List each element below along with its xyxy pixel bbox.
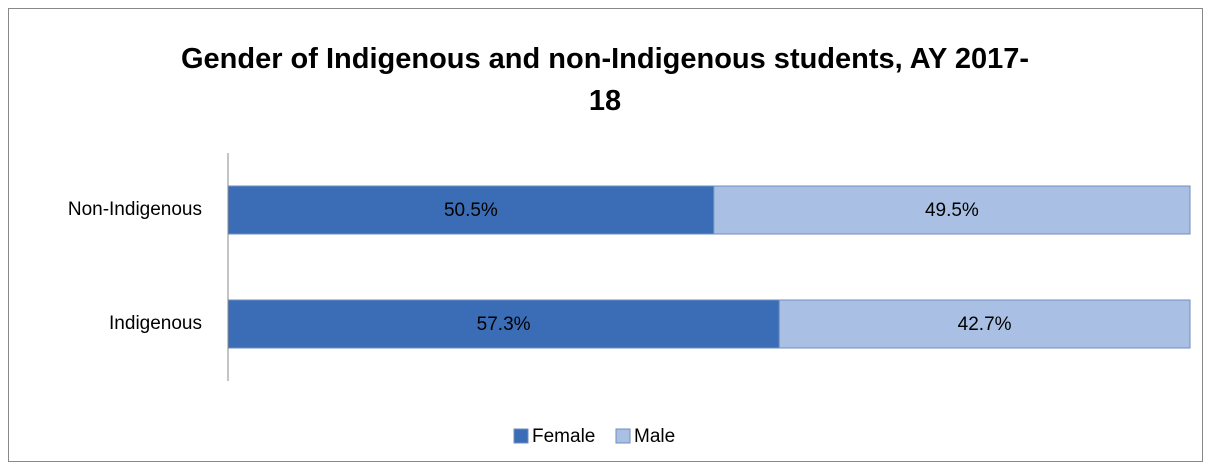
data-label: 49.5% — [925, 200, 979, 221]
data-label: 57.3% — [477, 314, 531, 335]
legend-label: Male — [634, 426, 675, 447]
bar-segment — [227, 299, 780, 349]
data-label: 42.7% — [958, 314, 1012, 335]
y-tick-label: Indigenous — [109, 313, 202, 334]
y-tick-label: Non-Indigenous — [68, 199, 202, 220]
legend-swatch — [615, 428, 631, 444]
bar-segment — [713, 185, 1191, 235]
chart-title: Gender of Indigenous and non-Indigenous … — [180, 43, 1030, 117]
data-label: 50.5% — [444, 200, 498, 221]
legend-label: Female — [532, 426, 595, 447]
legend-swatch — [513, 428, 529, 444]
chart-frame — [8, 8, 1203, 462]
bar-segment — [778, 299, 1191, 349]
